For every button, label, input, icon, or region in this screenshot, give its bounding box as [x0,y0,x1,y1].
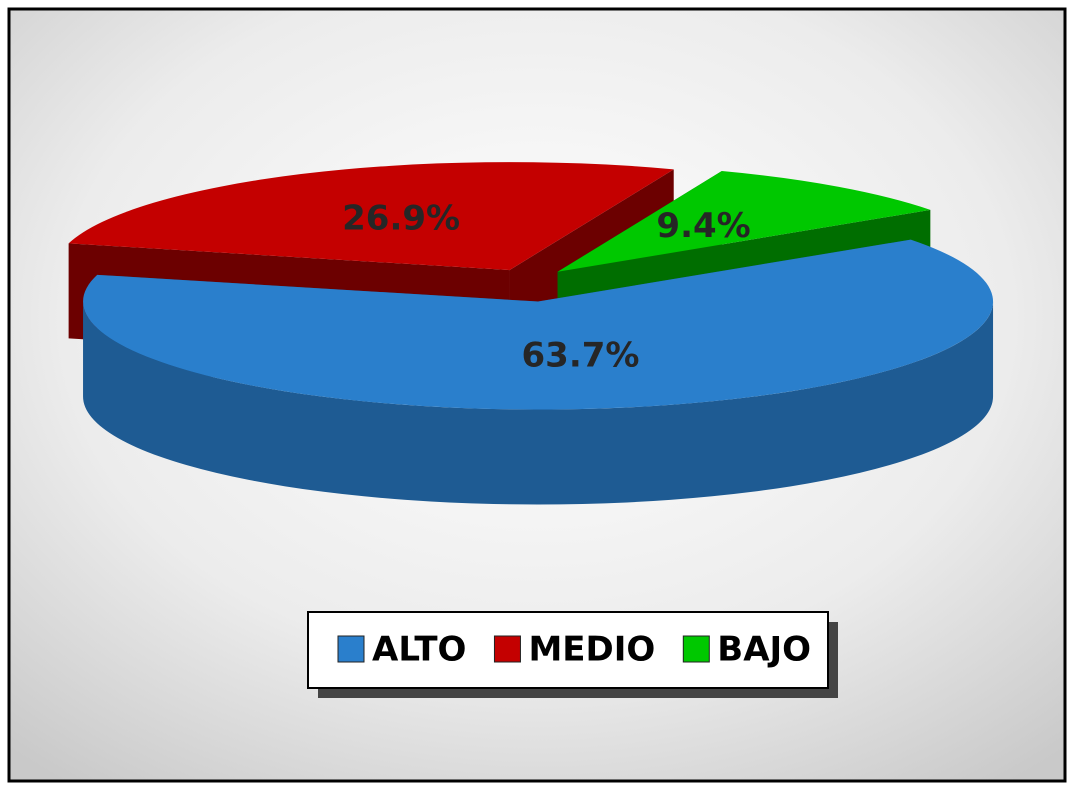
slice [68,162,674,271]
legend-label: ALTO [372,630,466,670]
slice-side [83,301,994,505]
legend-label: MEDIO [528,630,655,670]
legend: ALTO MEDIO BAJO [337,630,811,670]
data-label: 26.9% [342,199,460,239]
legend-label: BAJO [717,630,811,670]
slice [83,239,994,410]
slice [557,171,931,272]
data-label: 63.7% [522,335,640,375]
slice-group: 63.7% [83,239,994,505]
legend-box [307,611,829,689]
legend-swatch [682,635,710,663]
data-label: 9.4% [656,206,750,246]
pie: 26.9% 9.4% 63.7% [68,162,994,505]
legend-swatch [337,635,365,663]
legend-swatch [493,635,521,663]
